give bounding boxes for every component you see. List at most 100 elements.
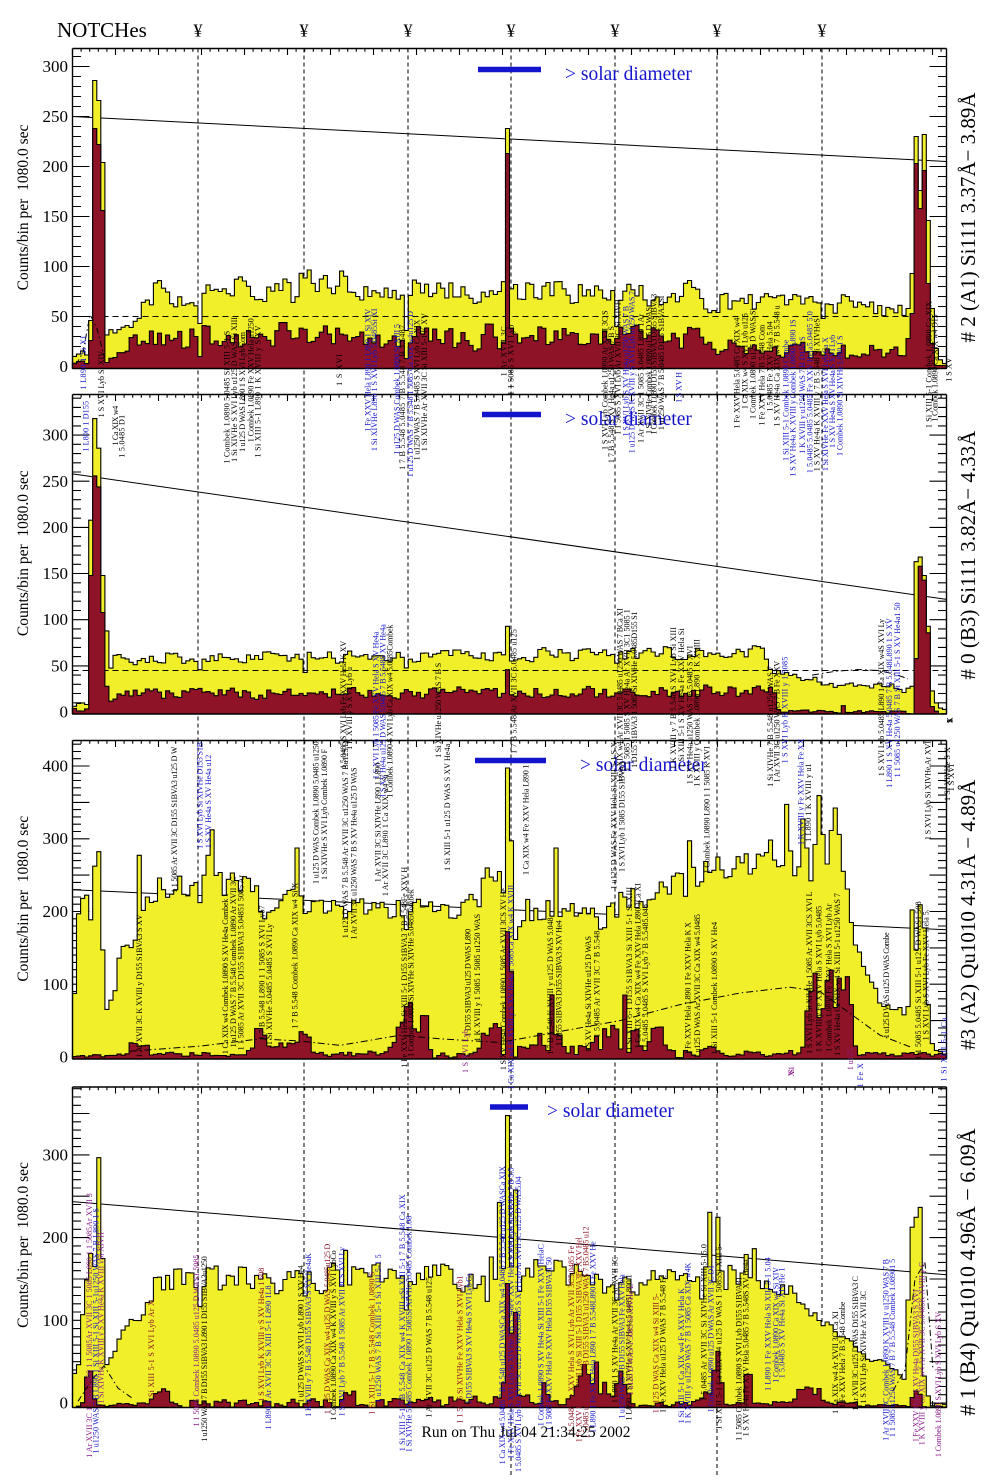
svg-text:1 1 5085 u1250 WAS 7 B 7 B 5.5: 1 1 5085 u1250 WAS 7 B 7 B 5.548 Combek …: [888, 1259, 897, 1437]
svg-text:1 7 B 5.548 L890 1 1 5085 S XV: 1 7 B 5.548 L890 1 1 5085 S XVI Lyb7: [257, 905, 266, 1040]
svg-text:1 Fe XXV Hela 7 B 5.548 Combe: 1 Fe XXV Hela 7 B 5.548 Combe: [838, 1301, 847, 1408]
svg-text:1 Si XIVHe K XVIII y S XV He4a: 1 Si XIVHe K XVIII y S XV He4a K XVIII y…: [96, 1232, 105, 1404]
svg-text:1 u125 D WAS Fe XXV Hela Si XI: 1 u125 D WAS Fe XXV Hela Si XIII 5-1 S X: [610, 742, 619, 889]
svg-text:1 S XVI: 1 S XVI: [947, 764, 956, 791]
svg-text:1 1 5085 S XVI Lyb Ar XVII 3C: 1 1 5085 S XVI Lyb Ar XVII 3C Si XIVH: [614, 299, 623, 435]
svg-text:1 Si XIII 5-1 Combek 1.0890 Ca: 1 Si XIII 5-1 Combek 1.0890 Ca XIX: [924, 301, 933, 428]
svg-text:200: 200: [43, 518, 69, 537]
svg-text:1 Ar XVII 3C Si XIVHe L890 1 L: 1 Ar XVII 3C Si XIVHe L890 1 L890: [373, 763, 382, 882]
svg-text:1 u125 D WAS Ca XIX w4 u125 D: 1 u125 D WAS Ca XIX w4 u125 D WAS 5.0485…: [323, 1243, 332, 1414]
svg-text:1 1 5085 5.0485 Si XIII 5-1 u1: 1 1 5085 5.0485 Si XIII 5-1 u125 D WAS1 …: [914, 901, 923, 1059]
svg-text:1 S XV He4a K XVIII y Combek 1: 1 S XV He4a K XVIII y Combek 1.0890 L890…: [789, 319, 798, 476]
svg-text:1 L890 1 Si XIVHe S XV He4a 5.: 1 L890 1 Si XIVHe S XV He4a 5.0485L890 1: [624, 1274, 633, 1420]
svg-text:1 5.0485 Ar XVII 3C Si XIVHe S: 1 5.0485 Ar XVII 3C Si XIVHe Si XIII 5-1…: [699, 1244, 708, 1401]
svg-text:#3 (A2) Qu1010 4.31Å − 4.89Å: #3 (A2) Qu1010 4.31Å − 4.89Å: [956, 779, 980, 1050]
svg-text:1 5.0485 Fe XXV Hela S XVI Lyb: 1 5.0485 Fe XXV Hela S XVI Lyb Ar XVII 3…: [567, 1245, 576, 1432]
svg-text:1 D155 S1BVA3 u125 D WAS L890: 1 D155 S1BVA3 u125 D WAS L890: [464, 929, 473, 1036]
svg-text:1 Ca XIX w4 Combek 1.0890 S XV: 1 Ca XIX w4 Combek 1.0890 S XV He4a Comb…: [221, 893, 230, 1054]
svg-text:1 Fe XXV Hela u125 D WAS 7 B 5: 1 Fe XXV Hela u125 D WAS 7 B 5.548 Fe: [659, 1274, 668, 1412]
svg-text:1 u125 D WAS 1 5085 Si XIVHe L: 1 u125 D WAS 1 5085 Si XIVHe L: [626, 1284, 635, 1395]
svg-text:1 Si XIII 5-1 Ca: 1 Si XIII 5-1 Ca: [940, 1017, 949, 1081]
svg-text:1 S XVI Lyb 1 5085 D155 S1BVA3: 1 S XVI Lyb 1 5085 D155 S1BVA3: [618, 762, 627, 872]
svg-text:1 Fe XXV Hela L890 1 Fe XXV He: 1 Fe XXV Hela L890 1 Fe XXV Hela K X: [684, 922, 693, 1055]
svg-text:¥: ¥: [404, 21, 413, 41]
svg-text:100: 100: [43, 257, 69, 276]
svg-text:1 Ar XVII 3C K XVIII y D155 S1: 1 Ar XVII 3C K XVIII y D155 S1BVA3 S XV: [135, 914, 144, 1057]
svg-text:1 u125 D WAS Ca XIX w4 Si XIII: 1 u125 D WAS Ca XIX w4 Si XIII 5-: [652, 1293, 661, 1413]
svg-text:0: 0: [60, 357, 69, 376]
svg-text:1 Fe XXV Hela S XVI Lyb Si XIV: 1 Fe XXV Hela S XVI Lyb Si XIVHe 7 B 5.5…: [506, 1168, 515, 1459]
svg-text:1 L890 1 D155: 1 L890 1 D155: [81, 401, 90, 452]
svg-text:1 S XVI Lyb K XVIII y 1 5085: 1 S XVI Lyb K XVIII y 1 5085: [781, 657, 790, 764]
svg-text:1 Combek 1.0890 Ca XIX w4 Si X: 1 Combek 1.0890 Ca XIX w4 Si XIV: [772, 1267, 781, 1383]
svg-text:¥: ¥: [507, 21, 516, 41]
svg-text:1 S XVI Lyb Si XIVHe 1 5085 Ar: 1 S XVI Lyb Si XIVHe 1 5085 Ar XVII 3CS …: [805, 891, 814, 1053]
svg-text:Counts/bin per 1080.0 sec: Counts/bin per 1080.0 sec: [15, 470, 32, 636]
svg-text:1 Si X: 1 Si X: [945, 717, 954, 723]
svg-text:# 2 (A1) Si111 3.37Å− 3.89Å: # 2 (A1) Si111 3.37Å− 3.89Å: [956, 92, 980, 343]
svg-text:1 u125 D WAS K XVIII y S XVI L: 1 u125 D WAS K XVIII y S XVI Lyb u1250 W…: [628, 291, 637, 453]
svg-text:1 1 5085 1 5085 S XV He4a Ar X: 1 1 5085 1 5085 S XV He4a Ar XVII 3C1 50…: [623, 609, 632, 771]
svg-text:1 7 B 5.548 5.0485 7 B 5.548 7: 1 7 B 5.548 5.0485 7 B 5.548 7 B 5.5487: [398, 325, 407, 470]
svg-text:1 S XVI Lyb Si XIVHe Ar XVI: 1 S XVI Lyb Si XIVHe Ar XVI: [923, 741, 932, 840]
svg-text:1 K XVIII y Fe XXV Hela S XVI: 1 K XVIII y Fe XXV Hela S XVI Lyb 5.0485: [814, 906, 823, 1052]
svg-text:1 1 5085 u1250 WAS 7 B Si XIII: 1 1 5085 u1250 WAS 7 B Si XIII 5-1 S XV …: [893, 602, 902, 777]
svg-text:1 Ar XVII 3C u1250 WAS 7 B Fe: 1 Ar XVII 3C u1250 WAS 7 B Fe XXV: [773, 661, 782, 783]
svg-text:100: 100: [43, 975, 69, 994]
svg-text:1 Ar XVII 3C 1 5085 5.0485 L89: 1 Ar XVII 3C 1 5085 5.0485 L890 1Ar: [636, 313, 645, 443]
svg-text:> solar diameter: > solar diameter: [565, 64, 692, 85]
svg-text:1 Ar XVII 3C 1 5085 L890 1 1 5: 1 Ar XVII 3C 1 5085 L890 1 1 5085Ar XVII…: [85, 1193, 94, 1458]
svg-text:1 5.0485 5.0485 S XVI Lyb 7 B: 1 5.0485 5.0485 S XVI Lyb 7 B 5.5485.048: [641, 904, 650, 1048]
svg-text:Counts/bin per 1080.0 sec: Counts/bin per 1080.0 sec: [15, 816, 32, 982]
svg-text:1 Si XIII 5-1 u125 D WAS S XV: 1 Si XIII 5-1 u125 D WAS S XV He4a: [443, 743, 452, 870]
svg-text:1 Si XIII 5-1 D155 S1BVA3 Si X: 1 Si XIII 5-1 D155 S1BVA3 Si XIII 5-1 Si…: [625, 887, 634, 1051]
svg-text:> solar diameter: > solar diameter: [547, 1101, 674, 1122]
svg-text:1 Fe XXV Hela S XV He4a D155 S: 1 Fe XXV Hela S XV He4a D155 S1BVA3 S XV…: [911, 1289, 920, 1442]
svg-text:1 Si XIII 5-1 Ca XIX w4 u125 D: 1 Si XIII 5-1 Ca XIX w4 u125 D WAS 1 508…: [715, 1243, 724, 1429]
svg-text:1 K XVIII y S XVI Lyb u: 1 K XVIII y S XVI Lyb u: [345, 667, 354, 750]
svg-text:1 1 5085 S XVI Lyb: 1 1 5085 S XVI Lyb: [506, 325, 515, 395]
svg-text:1 u125 D WAS 7 B 5.548 1 5085: 1 u125 D WAS 7 B 5.548 1 5085 Ca XIX w4u…: [406, 311, 415, 477]
svg-text:1 7 B 5.548 K XVIII y u125 D W: 1 7 B 5.548 K XVIII y u125 D WAS 5.048: [546, 917, 555, 1054]
svg-text:250: 250: [43, 107, 69, 126]
svg-text:1 Ar XVII 3C: 1 Ar XVII 3C: [499, 326, 508, 376]
svg-text:1 Si XIVHe 5.0485 Combek 1.089: 1 Si XIVHe 5.0485 Combek 1.0890 1 5085Si…: [404, 1216, 413, 1452]
svg-text:1 Combek 1.0890 Fe XXV Hela S: 1 Combek 1.0890 Fe XXV Hela S XVI Lyb Ar: [824, 903, 833, 1052]
svg-text:1 Si XIII 5-1 S XVI Lyb Ar X: 1 Si XIII 5-1 S XVI Lyb Ar X: [147, 1300, 156, 1404]
svg-text:300: 300: [43, 57, 69, 76]
svg-text:¥: ¥: [300, 21, 309, 41]
svg-text:1 S XV He4a S XV He4a u12: 1 S XV He4a S XV He4a u12: [204, 755, 213, 848]
svg-text:1 L890 1 Si XI: 1 L890 1 Si XI: [79, 336, 88, 390]
svg-text:1 u125 D WAS u125 D WAS Combe: 1 u125 D WAS u125 D WAS Combe: [882, 932, 891, 1038]
svg-text:> solar diameter: > solar diameter: [565, 409, 692, 430]
svg-text:1 Combek 1.0890 Ca XIX w4 K XV: 1 Combek 1.0890 Ca XIX w4 K XVIII y S XV…: [329, 1250, 338, 1420]
svg-text:1 u125 D WAS L890 1 S XVI Lyb: 1 u125 D WAS L890 1 S XVI Lyb Com: [238, 331, 247, 452]
svg-text:1 D155 S1BVA3 S XV He4a S XVI: 1 D155 S1BVA3 S XV He4a S XVI Lyb Ca: [464, 1273, 473, 1404]
svg-text:1 K XVIII y u1250 WAS 7 B 1 50: 1 K XVIII y u1250 WAS 7 B 1 5085 Ca XIX …: [684, 1262, 693, 1424]
svg-text:1 5.0485 D1: 1 5.0485 D1: [117, 415, 126, 458]
svg-text:1 Combek 1.0890 S XV He4a Si X: 1 Combek 1.0890 S XV He4a Si XIII 5-1 Fe…: [537, 1244, 546, 1426]
svg-text:1 S XVI Lyb 5.0485 L890 1 Ca X: 1 S XVI Lyb 5.0485 L890 1 Ca XIX w4S XVI…: [877, 619, 886, 776]
svg-text:1 1 5085 Combek 1.0890 5.0485: 1 1 5085 Combek 1.0890 5.0485 u125 D WAS…: [192, 1255, 201, 1427]
svg-text:1 S XVI Lyb S XVI Lyb Fe XXV H: 1 S XVI Lyb S XVI Lyb Fe XXV Hela 5.: [921, 909, 930, 1040]
svg-text:1 Ca XIX w4: 1 Ca XIX w4: [111, 406, 120, 446]
svg-text:1 S XV He4a S XV He4a S XVI Ly: 1 S XV He4a S XV He4a S XVI Lyb: [828, 335, 837, 448]
svg-text:1 5.0485 u1250 WAS 7 B D155 S1: 1 5.0485 u1250 WAS 7 B D155 S1BVA3 u1250…: [582, 1226, 591, 1438]
svg-text:1 u125 D WAS 7 B 5.548 Ar XVII: 1 u125 D WAS 7 B 5.548 Ar XVII 3C u1250 …: [341, 741, 350, 939]
svg-text:1 K XVIII y 7 B 5.548 S XVI Ly: 1 K XVIII y 7 B 5.548 S XVI Lyb Si XIII: [669, 627, 678, 769]
svg-text:100: 100: [43, 610, 69, 629]
svg-text:1 5.0485 S XVI Lyb Ar XVII 3C: 1 5.0485 S XVI Lyb Ar XVII 3C u125 D WAS…: [514, 1176, 523, 1472]
svg-text:Counts/bin per 1080.0 sec: Counts/bin per 1080.0 sec: [15, 125, 32, 291]
svg-text:1 Ca XIX w4 K XVIII y S XV He4: 1 Ca XIX w4 K XVIII y S XV He4a 1 5085Ca…: [506, 885, 515, 1090]
svg-text:1 S XV: 1 S XV: [787, 1066, 796, 1076]
svg-text:1 u1250 WAS 7 B 5.0485 S XVI L: 1 u1250 WAS 7 B 5.0485 S XVI Lyb Ca XIX: [413, 319, 422, 460]
svg-text:1 Si XIII 5-1 Combek 1.0890 Co: 1 Si XIII 5-1 Combek 1.0890 Combe: [782, 339, 791, 461]
svg-text:1 Fe XXV Hela Si XIII 5-1 D155: 1 Fe XXV Hela Si XIII 5-1 D155 S1BVA3 7 …: [400, 867, 409, 1068]
svg-text:1 K XVIII y 7 B 5.548 D155 S1B: 1 K XVIII y 7 B 5.548 D155 S1BVA3 S XV H…: [304, 1253, 313, 1417]
svg-text:1 L890 1 S XV He4a Ar XVII 3C: 1 L890 1 S XV He4a Ar XVII 3C Ar XVII 3C: [610, 1257, 619, 1403]
svg-text:200: 200: [43, 157, 69, 176]
svg-text:100: 100: [43, 1311, 69, 1330]
svg-text:1 L890 1 S XV He4a 5.0485 7 B: 1 L890 1 S XV He4a 5.0485 7 B 5.548L890 …: [885, 618, 894, 788]
svg-text:1 7 B 5.548 Ar XVII 3C 5.0485: 1 7 B 5.548 Ar XVII 3C 5.0485 u125: [509, 629, 518, 754]
svg-text:1 Si XIVHe S X: 1 Si XIVHe S X: [943, 747, 952, 801]
